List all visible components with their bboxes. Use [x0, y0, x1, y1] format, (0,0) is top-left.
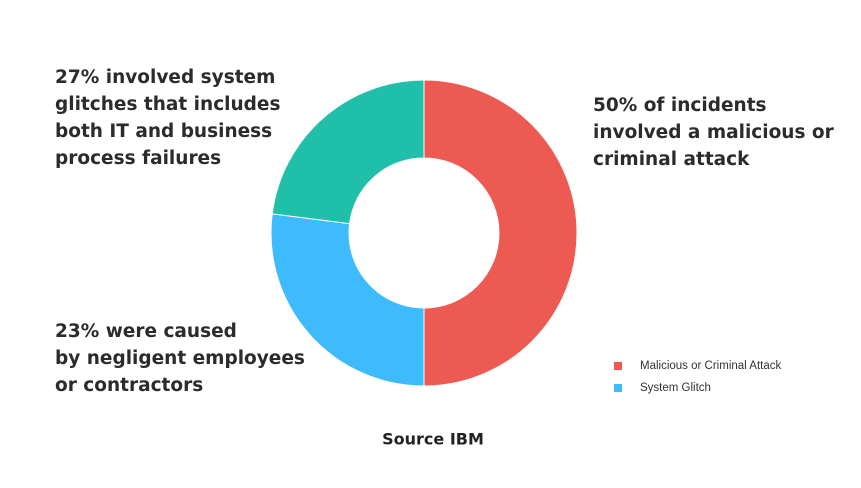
annotation: 23% were caused	[55, 321, 237, 342]
donut-segment	[271, 79, 425, 225]
annotation: process failures	[55, 148, 221, 169]
legend-label: System Glitch	[640, 382, 711, 394]
legend-swatch	[614, 384, 622, 392]
annotation: criminal attack	[593, 149, 750, 170]
donut-segment	[423, 79, 578, 387]
annotation: both IT and business	[55, 121, 272, 142]
annotation: 27% involved system	[55, 67, 275, 88]
annotation: 50% of incidents	[593, 95, 767, 116]
annotation: involved a malicious or	[593, 122, 835, 143]
legend-label: Malicious or Criminal Attack	[640, 360, 781, 372]
donut-segment	[270, 213, 425, 387]
annotation: glitches that includes	[55, 94, 280, 115]
legend-swatch	[614, 362, 622, 370]
source: Source IBM	[382, 430, 484, 449]
annotation: by negligent employees	[55, 348, 305, 369]
annotation: or contractors	[55, 375, 203, 396]
